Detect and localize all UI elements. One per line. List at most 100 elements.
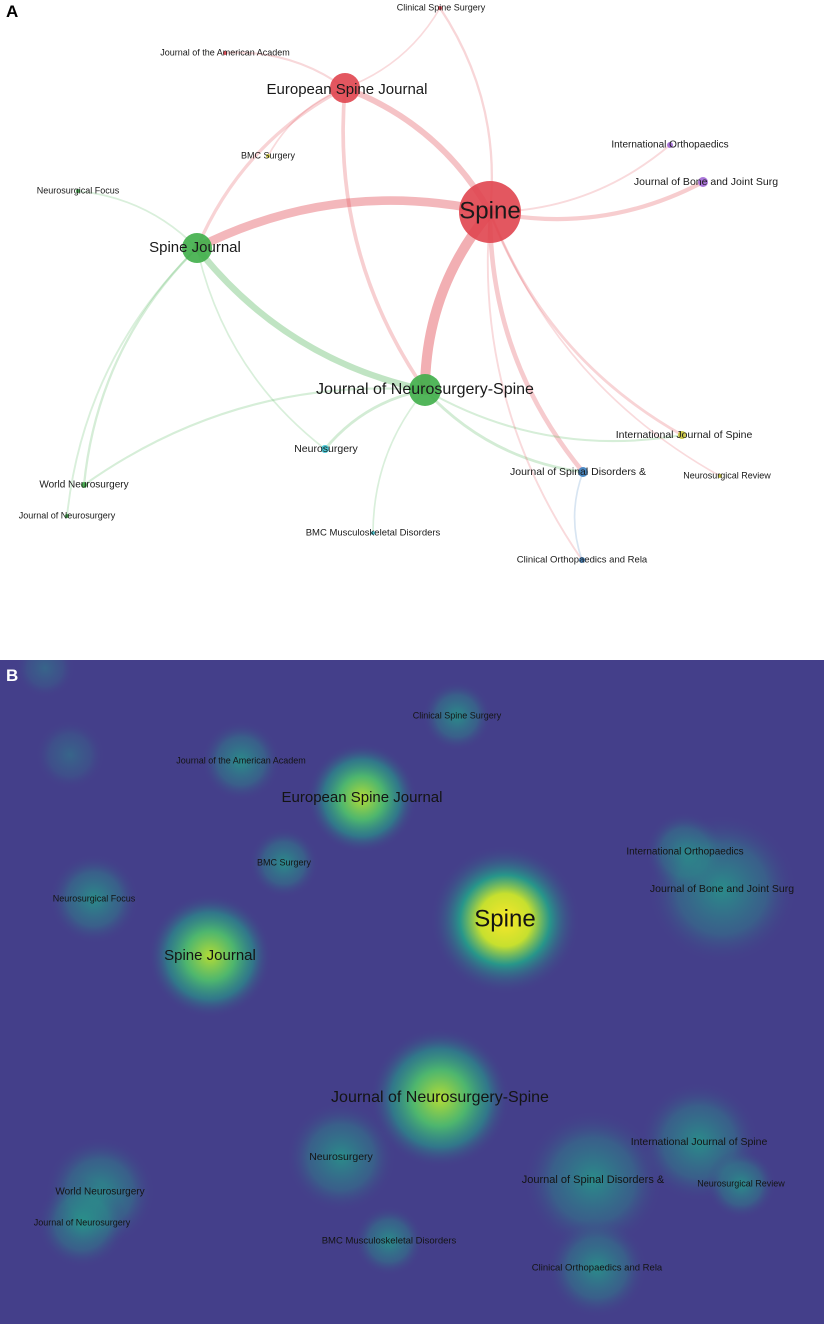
network-label-sj: Spine Journal: [149, 239, 241, 256]
network-node-jsd[interactable]: [578, 467, 588, 477]
network-label-jns: Journal of Neurosurgery-Spine: [316, 381, 534, 398]
network-link: [193, 244, 429, 394]
network-node-esj[interactable]: [330, 73, 360, 103]
density-glow: [35, 720, 105, 790]
network-link: [82, 246, 199, 487]
density-blob-bmcs: [249, 828, 319, 898]
density-label-jn: Journal of Neurosurgery: [34, 1217, 131, 1227]
network-node-jns[interactable]: [409, 374, 441, 406]
network-link: [82, 387, 427, 487]
density-label-bmcs: BMC Surgery: [257, 857, 312, 867]
density-label-neuro: Neurosurgery: [309, 1151, 373, 1163]
density-blob-spine: [430, 845, 580, 995]
network-label-neuro: Neurosurgery: [294, 443, 358, 455]
network-node-io[interactable]: [667, 142, 673, 148]
density-panel: Spine European Spine Journal Spine Journal…: [0, 638, 824, 1324]
network-link: [372, 389, 426, 534]
network-node-neuro[interactable]: [321, 445, 329, 453]
density-map: Spine European Spine Journal Spine Journal…: [0, 638, 824, 1324]
network-link: [489, 211, 721, 477]
density-label-nr: Neurosurgical Review: [697, 1178, 785, 1188]
density-label-sj: Spine Journal: [164, 947, 256, 964]
network-label-cor: Clinical Orthopaedics and Rela: [517, 555, 648, 566]
network-label-nf: Neurosurgical Focus: [37, 185, 120, 195]
density-label-io: International Orthopaedics: [626, 847, 743, 858]
network-link: [341, 86, 427, 392]
network-label-esj: European Spine Journal: [267, 81, 428, 98]
network-node-css[interactable]: [438, 6, 442, 10]
density-blob-nf: [49, 854, 139, 944]
network-link: [487, 209, 586, 475]
network-node-cor[interactable]: [579, 557, 585, 563]
density-label-wn: World Neurosurgery: [55, 1187, 144, 1198]
network-node-wn[interactable]: [81, 482, 87, 488]
density-blob-esj: [307, 743, 417, 853]
density-blob-jsd: [523, 1110, 663, 1250]
network-link: [196, 247, 326, 450]
network-node-bmcs[interactable]: [266, 154, 270, 158]
network-label-css: Clinical Spine Surgery: [397, 2, 486, 12]
density-blob-jns: [370, 1028, 510, 1168]
network-link: [486, 211, 583, 561]
density-label-esj: European Spine Journal: [282, 789, 443, 806]
network-label-jn: Journal of Neurosurgery: [19, 510, 116, 520]
network-nodes: [65, 6, 722, 563]
network-link: [488, 210, 684, 437]
density-label-cor: Clinical Orthopaedics and Rela: [532, 1263, 663, 1274]
density-blob-jn: [37, 1178, 127, 1268]
network-link: [66, 247, 198, 517]
network-label-jsd: Journal of Spinal Disorders &: [510, 466, 646, 478]
network-link: [77, 190, 198, 249]
panel-letter-a: A: [6, 2, 19, 21]
network-link: [423, 388, 585, 474]
density-label-bmcmd: BMC Musculoskeletal Disorders: [322, 1236, 457, 1247]
network-link: [423, 388, 684, 443]
network-label-io: International Orthopaedics: [611, 140, 728, 151]
network-link: [267, 87, 346, 157]
network-label-nr: Neurosurgical Review: [683, 470, 771, 480]
density-blob-sj: [148, 894, 272, 1018]
density-blob-css: [422, 681, 492, 751]
density-label-jsd: Journal of Spinal Disorders &: [522, 1174, 665, 1186]
network-label-bmcs: BMC Surgery: [241, 150, 296, 160]
density-label-jns: Journal of Neurosurgery-Spine: [331, 1089, 549, 1106]
network-node-ijs[interactable]: [678, 431, 686, 439]
network-labels: Spine European Spine Journal Spine Journal…: [19, 2, 779, 565]
network-node-nf[interactable]: [76, 189, 80, 193]
density-label-jaa: Journal of the American Academ: [176, 755, 306, 765]
network-node-nr[interactable]: [718, 474, 722, 478]
density-label-ijs: International Journal of Spine: [631, 1136, 768, 1148]
network-panel: Spine European Spine Journal Spine Journal…: [0, 0, 824, 600]
network-link: [323, 388, 427, 451]
network-node-jbjs[interactable]: [698, 177, 708, 187]
density-blobs: [15, 638, 797, 1318]
density-label-css: Clinical Spine Surgery: [413, 710, 502, 720]
network-node-jn[interactable]: [65, 514, 69, 518]
network-label-ijs: International Journal of Spine: [616, 429, 753, 441]
density-blob-jbjs: [647, 814, 797, 964]
density-label-jbjs: Journal of Bone and Joint Surg: [650, 883, 794, 895]
network-node-jaa[interactable]: [223, 51, 227, 55]
density-blob-cor: [547, 1218, 647, 1318]
density-blob-nr: [706, 1149, 776, 1219]
network-link: [438, 6, 493, 214]
network-link: [344, 7, 441, 89]
network-link: [192, 196, 495, 253]
network-node-sj[interactable]: [182, 233, 212, 263]
density-label-nf: Neurosurgical Focus: [53, 893, 136, 903]
network-node-spine[interactable]: [459, 181, 521, 243]
network-links: [66, 6, 721, 561]
network-node-bmcmd[interactable]: [371, 531, 375, 535]
density-blob-neuro: [286, 1102, 396, 1212]
network-label-wn: World Neurosurgery: [39, 480, 128, 491]
network-link: [573, 471, 584, 561]
network-label-spine: Spine: [459, 197, 520, 224]
network-link: [195, 86, 347, 250]
network-label-bmcmd: BMC Musculoskeletal Disorders: [306, 528, 441, 539]
density-blob-bmcmd: [354, 1206, 424, 1276]
density-blob-jaa: [201, 721, 281, 801]
network-map: Spine European Spine Journal Spine Journal…: [19, 2, 779, 565]
panel-letter-b: B: [6, 666, 19, 685]
network-label-jbjs: Journal of Bone and Joint Surg: [634, 176, 778, 188]
network-label-jaa: Journal of the American Academ: [160, 47, 290, 57]
